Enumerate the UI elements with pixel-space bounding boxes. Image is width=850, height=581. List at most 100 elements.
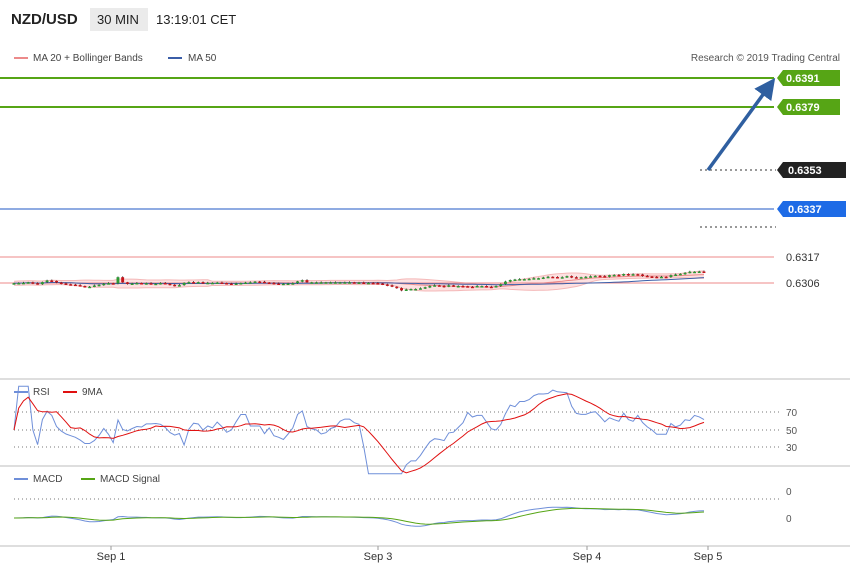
candle-body — [452, 285, 455, 287]
candle-body — [504, 281, 507, 285]
candle-body — [697, 271, 701, 273]
bollinger-legend-label: MA 20 + Bollinger Bands — [33, 53, 143, 64]
candle-body — [617, 274, 621, 277]
candle-body — [116, 277, 120, 284]
candle-body — [50, 280, 54, 282]
candle-body — [348, 282, 351, 284]
candle-body — [296, 281, 299, 284]
target1-tag: 0.6379 — [777, 99, 840, 115]
candle-body — [64, 283, 68, 285]
candle-body — [381, 283, 385, 285]
candle-body — [574, 277, 578, 279]
candle-body — [702, 271, 706, 273]
candle-body — [565, 276, 569, 278]
candle-body — [83, 286, 87, 288]
candle-body — [211, 282, 214, 285]
candle-body — [286, 283, 290, 285]
candle-body — [121, 277, 125, 283]
candle-body — [258, 281, 262, 284]
candle-body — [196, 282, 200, 284]
rsi-tick-30: 30 — [786, 443, 798, 454]
ma50-legend-label: MA 50 — [188, 53, 217, 64]
candle-body — [423, 287, 427, 289]
candle-body — [376, 283, 380, 285]
candle-body — [419, 288, 422, 290]
candle-body — [154, 283, 158, 286]
candle-body — [135, 283, 139, 285]
candle-body — [149, 283, 153, 285]
candle-body — [281, 283, 285, 286]
candle-body — [693, 271, 696, 274]
pair-title: NZD/USD — [11, 11, 78, 28]
candle-body — [78, 285, 82, 287]
candle-body — [234, 283, 238, 285]
candle-body — [546, 276, 550, 279]
candle-body — [69, 284, 73, 286]
candle-body — [357, 282, 361, 284]
candle-body — [338, 282, 342, 284]
candle-body — [414, 289, 418, 291]
candle-body — [641, 274, 644, 276]
candle-body — [126, 282, 129, 284]
candle-body — [22, 282, 25, 285]
candle-body — [589, 276, 592, 278]
candle-body — [395, 286, 399, 289]
candle-body — [130, 283, 134, 285]
candle-body — [626, 274, 630, 276]
candle-body — [584, 276, 588, 279]
candle-body — [404, 289, 408, 291]
candle-body — [140, 283, 143, 285]
candle-body — [437, 285, 441, 287]
candle-body — [522, 279, 526, 281]
candle-body — [88, 286, 92, 289]
candle-body — [220, 282, 224, 284]
candle-body — [466, 286, 470, 288]
timestamp: 13:19:01 CET — [156, 12, 236, 27]
rsi-tick-50: 50 — [786, 426, 798, 437]
support1-value: 0.6317 — [786, 252, 820, 264]
candle-body — [55, 280, 58, 283]
candle-body — [660, 276, 663, 279]
candle-body — [598, 275, 602, 278]
candle-body — [480, 286, 484, 288]
candle-body — [593, 275, 597, 278]
candle-body — [508, 280, 512, 282]
candle-body — [456, 286, 460, 288]
candle-body — [248, 282, 252, 284]
macd-tick-lower: 0 — [786, 514, 792, 525]
candle-body — [541, 277, 545, 279]
candle-body — [239, 283, 243, 285]
current-price-tag: 0.6353 — [777, 162, 846, 178]
candle-body — [570, 276, 574, 278]
candle-body — [59, 282, 63, 284]
macd-signal-legend-label: MACD Signal — [100, 474, 160, 485]
candle-body — [409, 289, 413, 291]
candle-body — [645, 275, 649, 278]
candle-body — [300, 280, 304, 282]
timeframe-box[interactable] — [90, 8, 148, 31]
candle-body — [291, 283, 295, 285]
rsi-ma-legend-label: 9MA — [82, 387, 103, 398]
candle-body — [499, 284, 503, 286]
candle-body — [102, 283, 106, 286]
candle-body — [329, 282, 333, 284]
candle-body — [622, 274, 626, 276]
candle-body — [267, 282, 271, 284]
candle-body — [400, 288, 403, 291]
xlabel-sep4: Sep 4 — [573, 551, 602, 563]
candle-body — [12, 283, 16, 285]
timeframe-label: 30 MIN — [97, 12, 139, 27]
candle-body — [678, 273, 682, 276]
candle-body — [26, 282, 30, 284]
bollinger-band-fill — [14, 270, 704, 291]
candle-body — [631, 274, 635, 276]
candle-body — [40, 282, 44, 285]
candle-body — [485, 286, 488, 288]
candle-body — [225, 283, 229, 285]
candle-body — [168, 283, 172, 286]
candle-body — [215, 282, 219, 284]
support2-value: 0.6306 — [786, 278, 820, 290]
candle-body — [683, 272, 687, 275]
target2-tag: 0.6391 — [777, 70, 840, 86]
xlabel-sep3: Sep 3 — [364, 551, 393, 563]
